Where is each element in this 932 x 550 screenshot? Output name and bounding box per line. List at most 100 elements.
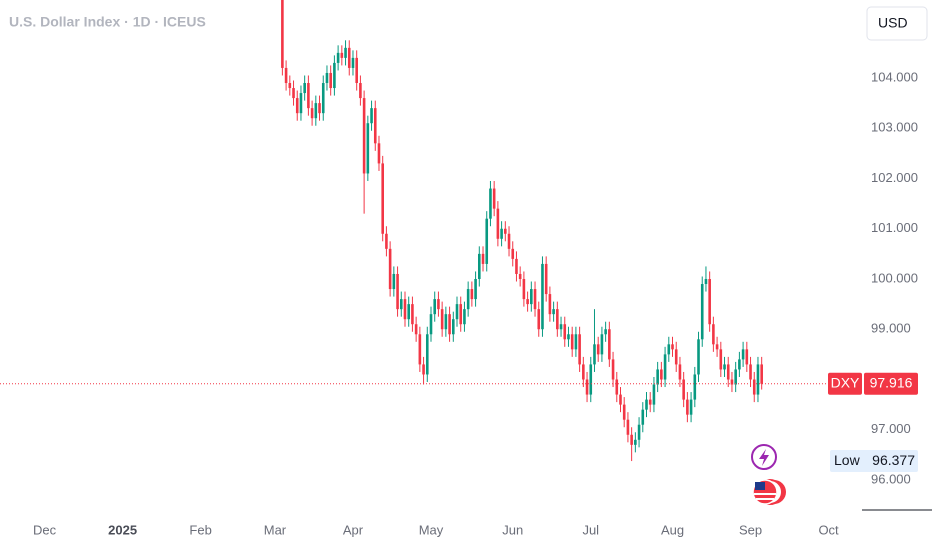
candle-body bbox=[455, 304, 459, 320]
candle-body bbox=[589, 364, 593, 395]
candle bbox=[749, 356, 752, 388]
candle-body bbox=[686, 399, 689, 415]
candle-body bbox=[723, 364, 726, 370]
candle bbox=[459, 296, 463, 332]
candle-body bbox=[489, 188, 492, 219]
candle-body bbox=[340, 52, 344, 58]
candle bbox=[630, 427, 633, 462]
candle bbox=[634, 432, 637, 453]
candle bbox=[362, 90, 366, 214]
candle-body bbox=[518, 273, 522, 279]
y-tick-label: 100.000 bbox=[871, 270, 918, 285]
candle-body bbox=[351, 57, 355, 68]
x-tick-label: Aug bbox=[661, 522, 684, 537]
candle bbox=[340, 45, 344, 66]
candle-body bbox=[403, 299, 407, 320]
candle-body bbox=[760, 364, 763, 384]
y-tick-label: 97.000 bbox=[871, 421, 911, 436]
candle bbox=[570, 326, 574, 357]
candle-body bbox=[637, 424, 641, 440]
candle-body bbox=[448, 314, 451, 335]
candle bbox=[511, 241, 515, 267]
candle-body bbox=[526, 299, 529, 305]
candle bbox=[385, 226, 388, 257]
candle bbox=[351, 50, 355, 76]
candle-body bbox=[752, 379, 756, 395]
candle bbox=[451, 311, 455, 342]
candle bbox=[723, 356, 726, 377]
candle-body bbox=[321, 83, 325, 114]
candle-body bbox=[362, 98, 366, 174]
candle bbox=[347, 40, 351, 76]
candle-body bbox=[738, 359, 741, 370]
candle bbox=[522, 271, 526, 307]
candle-body bbox=[333, 62, 336, 89]
candle-body bbox=[749, 364, 752, 380]
candle bbox=[745, 341, 749, 372]
candle bbox=[496, 201, 500, 247]
candle-body bbox=[366, 123, 370, 174]
candle-body bbox=[544, 263, 548, 295]
candle bbox=[700, 276, 704, 347]
candle-body bbox=[570, 334, 574, 350]
candle bbox=[622, 397, 626, 428]
candle bbox=[344, 40, 347, 66]
candle-body bbox=[336, 52, 340, 63]
candle-body bbox=[284, 67, 288, 84]
candle bbox=[336, 45, 340, 71]
x-tick-label: Jul bbox=[582, 522, 599, 537]
candle-body bbox=[474, 278, 477, 300]
candle bbox=[693, 366, 697, 408]
candle bbox=[578, 326, 581, 372]
candle-body bbox=[615, 379, 619, 395]
candle-body bbox=[548, 294, 552, 315]
x-tick-label: Mar bbox=[264, 522, 287, 537]
low-tag-title: Low bbox=[834, 452, 861, 468]
candle-body bbox=[385, 233, 388, 249]
candle bbox=[370, 100, 373, 131]
candle-body bbox=[578, 334, 581, 365]
candle bbox=[678, 356, 682, 388]
candle bbox=[760, 356, 763, 390]
x-tick-label: Jun bbox=[502, 522, 523, 537]
y-tick-label: 96.000 bbox=[871, 471, 911, 486]
candle bbox=[596, 336, 600, 362]
candle bbox=[381, 155, 384, 242]
candle-body bbox=[648, 399, 652, 405]
candle-body bbox=[422, 364, 425, 375]
currency-button[interactable] bbox=[866, 6, 928, 41]
candle-body bbox=[734, 369, 737, 385]
candle bbox=[307, 75, 310, 116]
candle bbox=[463, 301, 466, 332]
candle bbox=[433, 291, 437, 322]
candle-body bbox=[295, 98, 299, 114]
candle-body bbox=[515, 258, 518, 274]
candle bbox=[292, 80, 295, 106]
x-tick-label: Sep bbox=[739, 522, 762, 537]
candle bbox=[689, 392, 693, 423]
candle-body bbox=[414, 324, 418, 335]
candle bbox=[440, 301, 444, 337]
candle bbox=[541, 256, 544, 337]
candle-body bbox=[418, 334, 422, 365]
chart-title: U.S. Dollar Index · 1D · ICEUS bbox=[9, 14, 206, 30]
candle-body bbox=[656, 369, 659, 385]
candle bbox=[637, 417, 641, 448]
candle bbox=[738, 351, 741, 377]
candle-body bbox=[712, 324, 715, 345]
candle bbox=[429, 306, 433, 342]
candle bbox=[756, 356, 760, 403]
candle bbox=[321, 75, 325, 121]
currency-label[interactable]: USD bbox=[878, 15, 908, 31]
candle-body bbox=[567, 334, 570, 340]
candle bbox=[611, 351, 615, 388]
candle-body bbox=[756, 364, 760, 395]
candle-body bbox=[715, 344, 719, 350]
symbol-label: DXY bbox=[831, 374, 860, 390]
candle-body bbox=[660, 369, 663, 380]
low-tag bbox=[830, 450, 918, 473]
candle bbox=[373, 100, 377, 151]
event-icons bbox=[751, 444, 786, 505]
candle bbox=[604, 321, 607, 342]
candle bbox=[552, 301, 555, 322]
